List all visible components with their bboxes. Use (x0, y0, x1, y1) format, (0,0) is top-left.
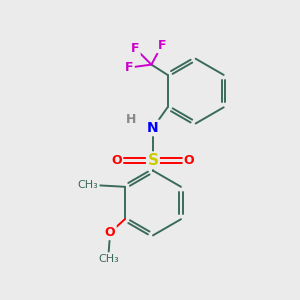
Text: O: O (105, 226, 116, 239)
Text: H: H (126, 112, 136, 126)
Text: O: O (111, 154, 122, 167)
Text: S: S (147, 153, 158, 168)
Text: CH₃: CH₃ (98, 254, 119, 264)
Text: F: F (125, 61, 134, 74)
Text: CH₃: CH₃ (78, 180, 98, 190)
Text: O: O (184, 154, 194, 167)
Text: F: F (131, 42, 140, 55)
Text: F: F (158, 39, 166, 52)
Text: N: N (147, 121, 159, 135)
